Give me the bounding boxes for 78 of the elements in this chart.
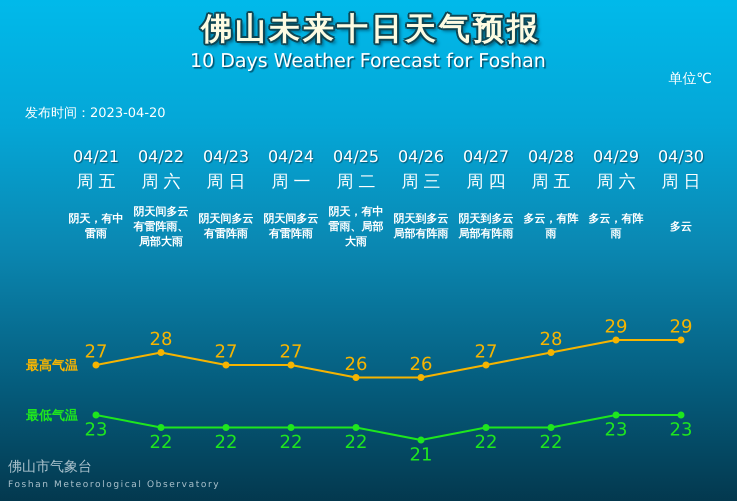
chart-title: 佛山未来十日天气预报	[201, 11, 541, 48]
point	[482, 424, 490, 431]
x-tick-label: 04/28	[528, 147, 574, 166]
point	[612, 412, 620, 418]
point	[352, 424, 360, 431]
point	[418, 374, 424, 381]
data-label: 23	[604, 420, 628, 441]
x-tick-label: 04/27	[463, 147, 510, 166]
point	[482, 362, 490, 368]
point	[678, 336, 684, 344]
x-tick-label: 04/30	[658, 147, 704, 166]
text: 周三	[400, 172, 446, 192]
data-label: 29	[670, 316, 692, 338]
text: 阴天间多云有雷阵雨	[198, 211, 254, 241]
data-label: 28	[540, 329, 562, 350]
point	[158, 349, 164, 356]
text: 周六	[140, 172, 186, 192]
data-label: 22	[474, 432, 498, 454]
x-tick-label: 04/26	[398, 147, 444, 166]
text: 阴天到多云局部有阵雨	[392, 211, 450, 241]
text: 周六	[596, 172, 640, 192]
data-label: 22	[280, 432, 302, 454]
series-label: 最低气温	[25, 408, 78, 424]
text: 周一	[270, 172, 316, 192]
point	[352, 374, 360, 381]
text: 周五	[530, 172, 576, 192]
point	[612, 336, 620, 344]
data-label: 29	[604, 316, 628, 338]
text: 阴天间多云有雷阵雨、局部大雨	[132, 204, 190, 248]
text: 多云，有阵雨	[588, 211, 644, 241]
point	[92, 362, 100, 368]
text: 阴天，有中雷雨、局部大雨	[328, 204, 384, 248]
text: 周四	[466, 172, 510, 192]
x-tick-label: 04/22	[138, 147, 184, 166]
point	[222, 424, 230, 431]
text: 阴天，有中雷雨	[68, 211, 124, 241]
text: 多云	[670, 218, 692, 234]
series-label: 最高气温	[25, 357, 78, 374]
point	[222, 362, 230, 368]
text: 佛山市气象台	[8, 459, 92, 476]
point	[158, 424, 164, 431]
x-tick-label: 04/29	[593, 147, 640, 166]
data-label: 27	[280, 342, 302, 363]
data-label: 27	[214, 342, 238, 363]
data-label: 23	[84, 420, 108, 441]
point	[288, 362, 294, 368]
text: 周五	[76, 172, 120, 192]
chart-subtitle: 10 Days Weather Forecast for Foshan	[190, 50, 546, 73]
x-tick-label: 04/23	[203, 147, 250, 166]
text: 多云，有阵雨	[522, 211, 580, 241]
text: 周二	[336, 172, 380, 192]
x-tick-label: 04/24	[268, 147, 314, 166]
data-label: 22	[540, 432, 562, 454]
data-label: 22	[214, 432, 238, 454]
data-label: 28	[150, 329, 172, 350]
text: 周日	[206, 172, 250, 192]
text: 周日	[660, 172, 706, 192]
data-label: 26	[344, 354, 368, 376]
text: Foshan Meteorological Observatory	[8, 480, 220, 491]
data-label: 27	[474, 342, 498, 363]
point	[548, 349, 554, 356]
text: 阴天间多云有雷阵雨	[262, 211, 320, 241]
point	[92, 412, 100, 418]
data-label: 22	[150, 432, 172, 454]
text: 阴天到多云局部有阵雨	[458, 211, 514, 241]
data-label: 23	[670, 420, 692, 441]
x-tick-label: 04/21	[73, 147, 120, 166]
data-label: 26	[410, 354, 432, 376]
x-tick-label: 04/25	[333, 147, 380, 166]
data-label: 21	[410, 444, 432, 466]
point	[678, 412, 684, 418]
data-label: 27	[84, 342, 108, 363]
data-label: 22	[344, 432, 368, 454]
text: 单位℃	[668, 71, 712, 88]
point	[548, 424, 554, 431]
point	[418, 436, 424, 444]
text: 发布时间：2023-04-20	[25, 106, 166, 122]
point	[288, 424, 294, 431]
